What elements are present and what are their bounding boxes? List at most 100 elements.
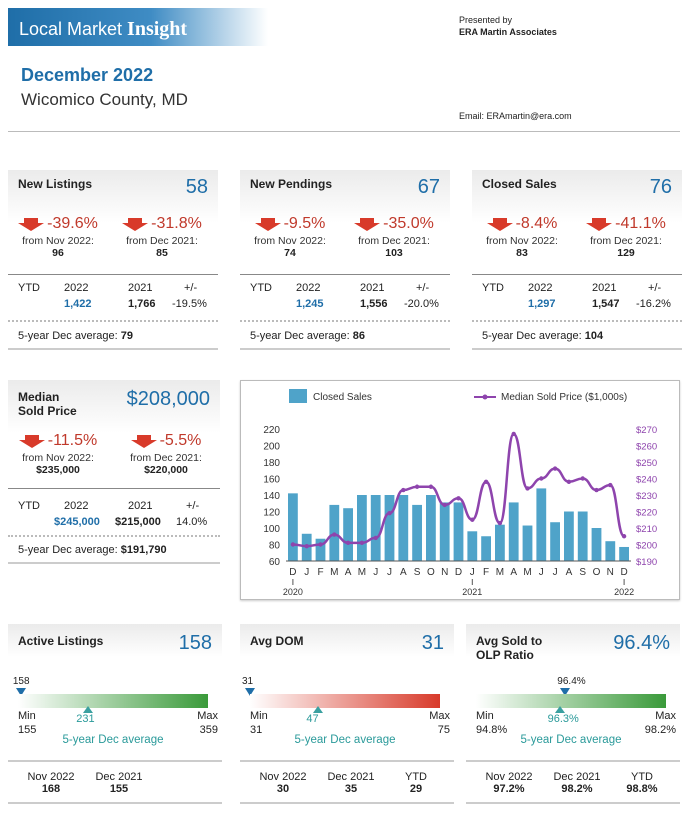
down-arrow-icon (122, 217, 149, 231)
gauge-bar (18, 694, 208, 708)
price-point (387, 510, 392, 516)
x-tick: F (317, 567, 323, 578)
sales-bar (370, 495, 381, 561)
header-divider (8, 131, 680, 132)
down-arrow-icon (130, 434, 157, 448)
report-county: Wicomico County, MD (21, 90, 188, 109)
sales-bar (398, 495, 409, 561)
price-point (552, 466, 558, 471)
agency-name: ERA Martin Associates (459, 27, 557, 37)
x-tick: F (483, 567, 489, 578)
sales-bar (550, 522, 560, 561)
sales-bar (439, 502, 450, 561)
price-point (483, 479, 489, 484)
five-year-average: 5-year Dec average: 79 (18, 330, 133, 342)
y-left-tick: 200 (263, 442, 280, 453)
five-year-average: 5-year Dec average: 104 (482, 330, 604, 342)
sales-bar (412, 504, 422, 561)
price-point (373, 535, 378, 541)
gauge-average: 96.3% (547, 713, 579, 725)
x-tick: O (593, 567, 601, 578)
x-tick: N (441, 567, 448, 578)
card-value: 67 (417, 176, 440, 198)
y-left-tick: 120 (263, 508, 280, 519)
price-point (594, 487, 599, 493)
sales-bar (536, 488, 547, 561)
bottom-stat-3: YTD 98.8% (626, 771, 658, 795)
x-tick: J (304, 567, 309, 578)
gauge-max: 75 (437, 724, 450, 736)
price-point (580, 476, 585, 481)
change-month: -9.5% from Nov 2022: 74 (254, 215, 326, 259)
year-label: 2022 (614, 587, 634, 597)
agent-email[interactable]: Email: ERAmartin@era.com (459, 111, 572, 121)
y-left-tick: 220 (263, 425, 280, 436)
card-title: Active Listings (18, 634, 104, 648)
sales-bar (467, 531, 478, 561)
down-arrow-icon (18, 217, 45, 231)
gauge-min: 94.8% (476, 724, 508, 736)
change-month: -11.5% from Nov 2022: $235,000 (8, 432, 108, 476)
sales-bar (577, 511, 588, 561)
active-gauge-card: Active Listings 158 158 Min 155 231 Max … (8, 624, 222, 804)
down-arrow-icon (354, 217, 381, 231)
card-value: 96.4% (613, 632, 670, 654)
average-label: 5-year Dec average (294, 734, 396, 746)
sales-bar (288, 493, 298, 561)
sales-bar (591, 528, 602, 561)
y-left-tick: 60 (269, 557, 281, 568)
legend-marker (482, 394, 488, 400)
closed-sales-card: Closed Sales 76 -8.4% from Nov 2022: 83 -4… (472, 170, 682, 352)
price-point (608, 482, 613, 488)
change-month: -39.6% from Nov 2022: 96 (8, 215, 108, 259)
x-tick: A (345, 567, 352, 578)
y-right-tick: $220 (636, 508, 657, 519)
price-point (442, 502, 447, 508)
price-point (318, 542, 323, 547)
x-tick: M (358, 567, 366, 578)
sales-bar (619, 546, 629, 561)
ratio-gauge-card: Avg Sold to OLP Ratio 96.4% 96.4% Min 94.… (466, 624, 680, 804)
y-left-tick: 80 (269, 541, 281, 552)
x-tick: S (579, 567, 586, 578)
y-left-tick: 160 (263, 475, 280, 486)
gauge-max: 98.2% (644, 724, 676, 736)
change-month: -8.4% from Nov 2022: 83 (486, 215, 558, 259)
price-point (414, 484, 420, 489)
price-point (470, 517, 475, 522)
dom-gauge-card: Avg DOM 31 31 Min 31 47 Max 75 5-year De… (240, 624, 454, 804)
price-point (345, 540, 351, 546)
down-arrow-icon (586, 217, 613, 231)
x-tick: J (553, 567, 558, 578)
sales-bar (453, 502, 464, 561)
bottom-stat-1: Nov 2022 168 (27, 771, 75, 795)
x-tick: D (289, 567, 296, 578)
card-title: Closed Sales (482, 177, 557, 191)
price-point (525, 486, 530, 491)
year-label: 2020 (283, 587, 303, 597)
median-price-card: Median Sold Price $208,000 -11.5% from Nov… (8, 380, 220, 570)
card-value: 158 (178, 632, 212, 654)
card-value: 58 (185, 176, 208, 198)
gauge-average: 47 (306, 713, 319, 725)
price-point (566, 479, 572, 484)
y-left-tick: 180 (263, 458, 280, 469)
bottom-stat-1: Nov 2022 97.2% (485, 771, 533, 795)
price-point (428, 484, 434, 489)
price-point (511, 431, 516, 437)
legend-label: Median Sold Price ($1,000s) (501, 392, 627, 403)
sales-bar (481, 536, 491, 561)
current-value: 96.4% (557, 676, 586, 687)
price-point (304, 543, 309, 549)
y-right-tick: $250 (636, 458, 657, 469)
sales-bar (426, 495, 436, 561)
bottom-stat-1: Nov 2022 30 (259, 771, 307, 795)
sales-bar (384, 495, 395, 561)
card-value: $208,000 (126, 388, 210, 410)
bottom-stat-2: Dec 2021 98.2% (553, 771, 601, 795)
x-tick: A (510, 567, 517, 578)
current-marker-icon (560, 688, 571, 696)
banner-bold: Insight (127, 18, 188, 40)
price-point (401, 487, 406, 493)
gauge-bar (476, 694, 666, 708)
